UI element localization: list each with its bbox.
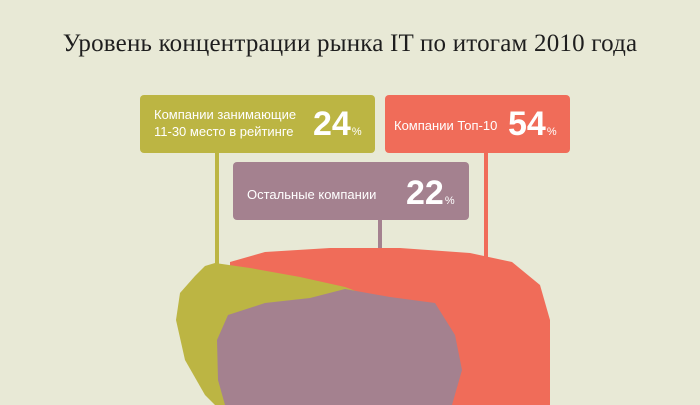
label-mid-value: 24% bbox=[313, 107, 362, 149]
chart-title: Уровень концентрации рынка IT по итогам … bbox=[62, 30, 638, 57]
label-rest-number: 22 bbox=[406, 174, 444, 212]
label-mid-unit: % bbox=[351, 126, 362, 138]
label-top10-text: Компании Топ-10 bbox=[394, 118, 498, 133]
slice-rest bbox=[217, 289, 462, 405]
label-mid-line2: 11-30 место в рейтинге bbox=[154, 124, 294, 139]
label-mid-line1: Компании занимающие bbox=[154, 107, 297, 122]
label-top10-unit: % bbox=[546, 126, 557, 138]
label-rest-value: 22% bbox=[406, 176, 455, 218]
label-rest-text: Остальные компании bbox=[247, 187, 377, 202]
label-top10-value: 54% bbox=[508, 107, 557, 149]
label-box-rest bbox=[233, 162, 469, 220]
label-mid-number: 24 bbox=[313, 105, 351, 143]
label-top10-number: 54 bbox=[508, 105, 546, 143]
label-rest-unit: % bbox=[444, 195, 455, 207]
label-mid-text: Компании занимающие 11-30 место в рейтин… bbox=[154, 106, 314, 140]
label-box-top10 bbox=[385, 95, 570, 153]
label-box-mid bbox=[140, 95, 375, 153]
